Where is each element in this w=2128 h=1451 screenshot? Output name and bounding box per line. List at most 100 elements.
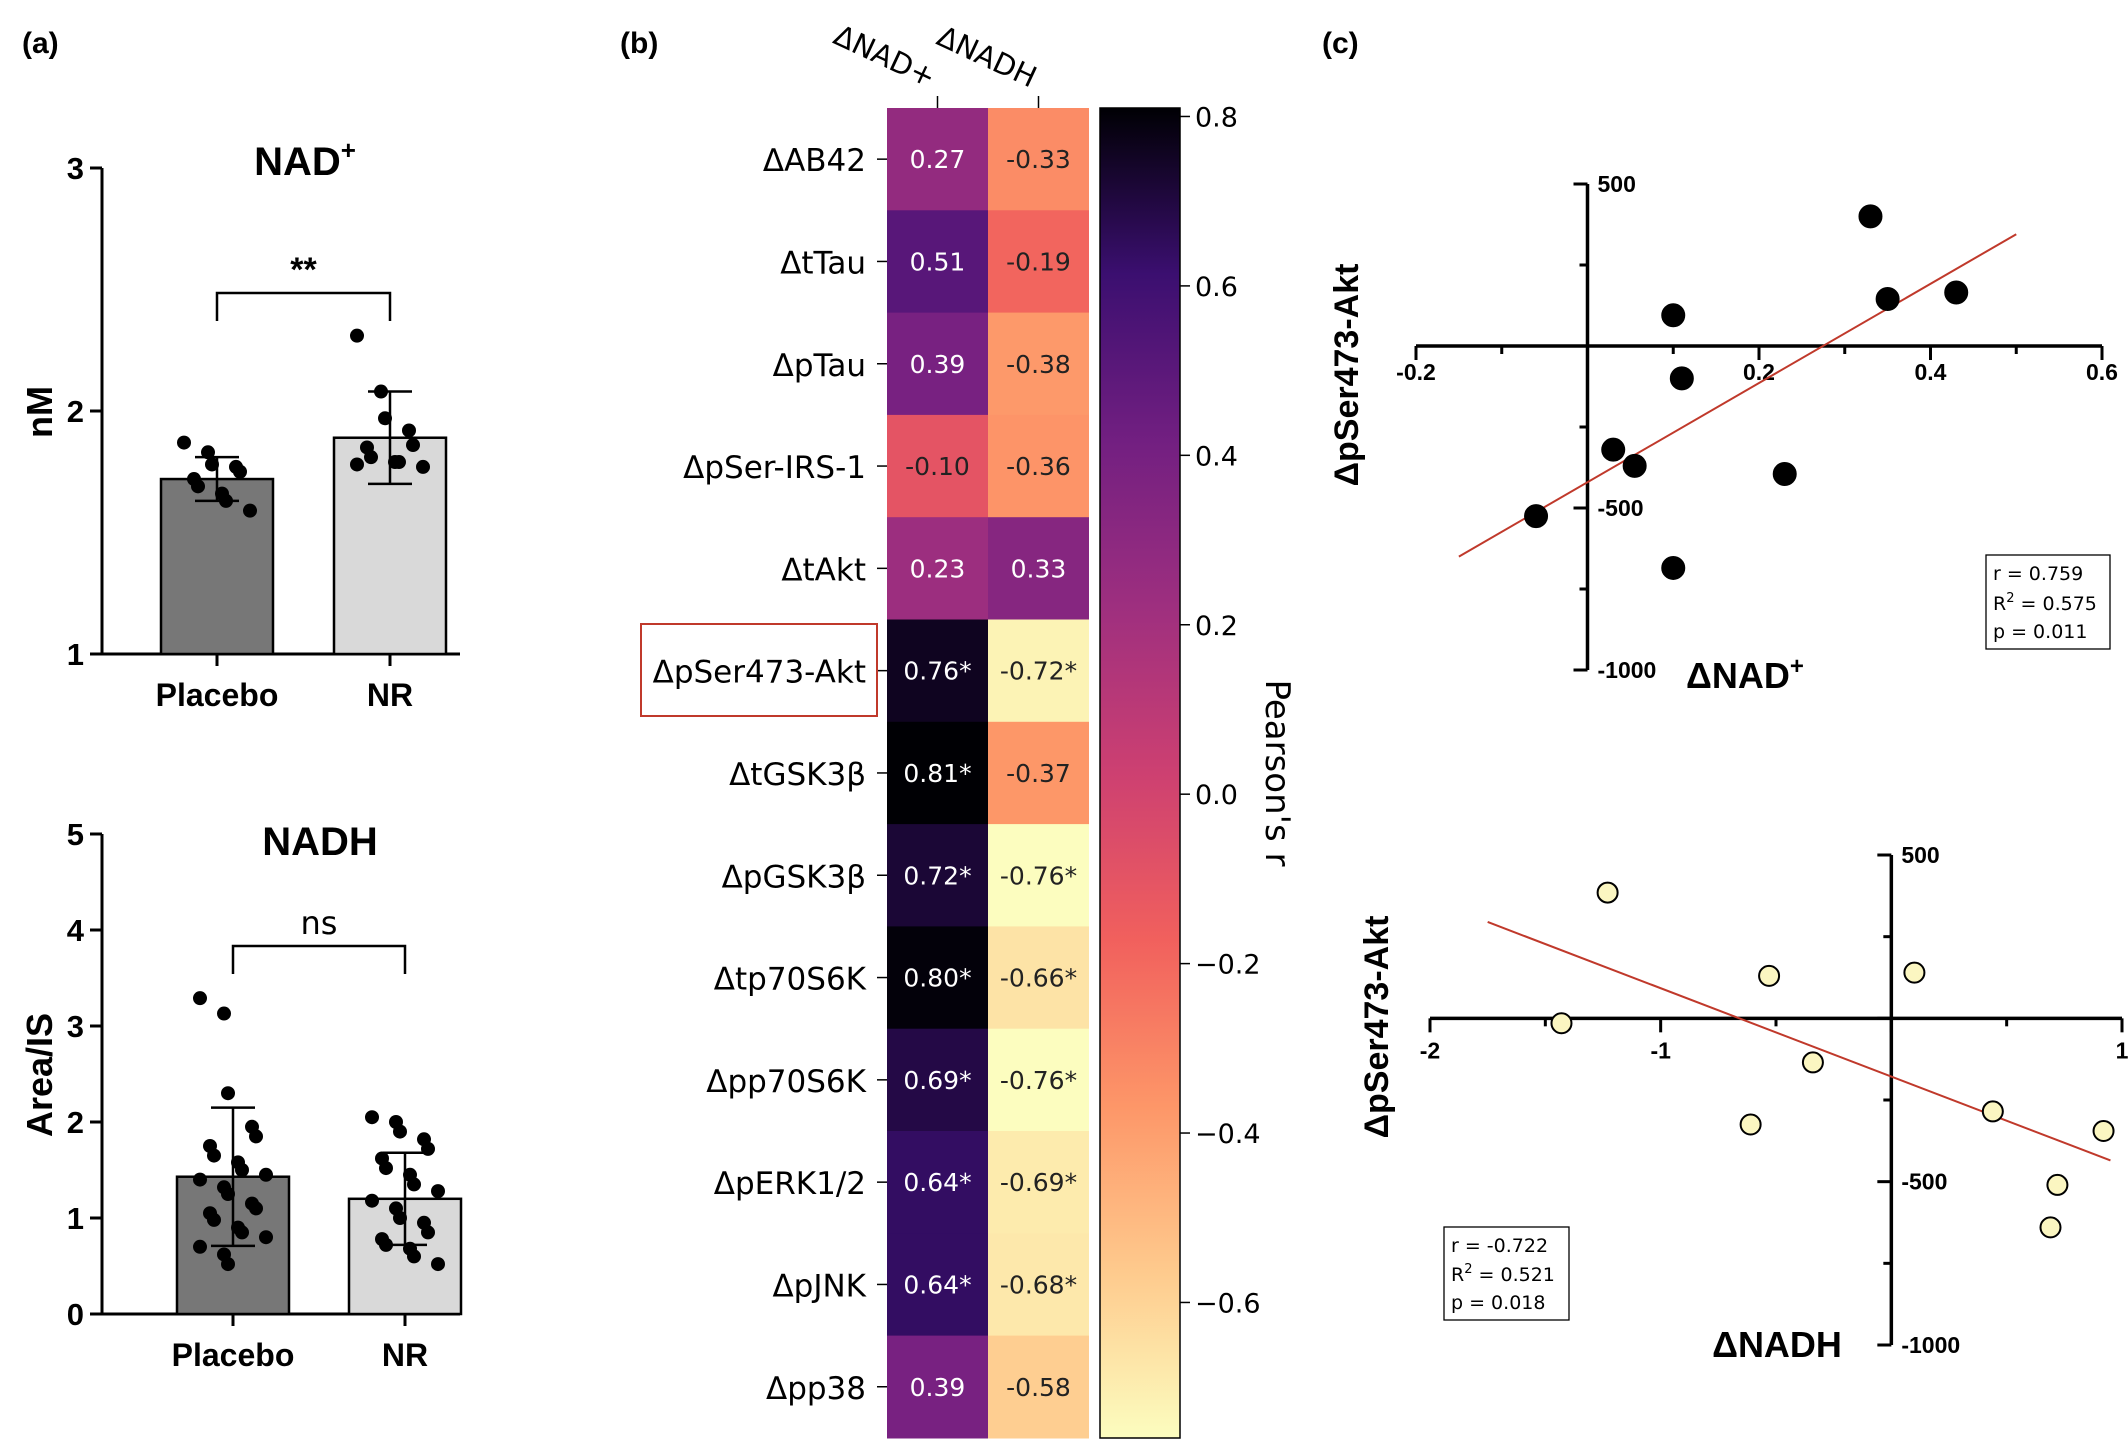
- x-tick-label: Placebo: [172, 1337, 295, 1373]
- nad-akt-stats-box: r = 0.759 R2 = 0.575 p = 0.011: [1985, 554, 2111, 650]
- heatmap-cell-label: 0.51: [910, 247, 966, 276]
- heatmap-cell-label: -0.38: [1006, 350, 1071, 379]
- heatmap-column-label: ΔNADH: [932, 19, 1042, 94]
- regression-line: [1487, 921, 2111, 1162]
- data-point: [365, 1110, 379, 1125]
- heatmap-cell: [887, 721, 988, 825]
- heatmap-cell-label: 0.39: [910, 350, 966, 379]
- y-tick-label: -500: [1598, 495, 1644, 521]
- heatmap-cell: [988, 1233, 1089, 1337]
- data-point: [1601, 437, 1626, 462]
- data-point: [243, 503, 257, 518]
- significance-bracket: [215, 291, 392, 321]
- y-tick-label: -1000: [1598, 657, 1657, 683]
- heatmap-row-label: ΔpSer-IRS-1: [683, 450, 866, 486]
- heatmap-row-label: ΔAB42: [763, 143, 866, 179]
- heatmap-row-label: ΔtGSK3β: [729, 757, 866, 793]
- data-point: [431, 1257, 445, 1272]
- heatmap-cell: [988, 210, 1089, 314]
- data-point: [402, 423, 416, 438]
- data-point: [1661, 555, 1686, 580]
- heatmap-cell-label: -0.19: [1006, 247, 1071, 276]
- nadh-bar-title: NADH: [262, 820, 378, 864]
- data-point: [393, 1124, 407, 1139]
- nad-akt-scatter: -0.2 0.2 0.4 0.6 500 -500 -1000 ΔNAD+ ΔpSer473…: [1328, 171, 2118, 696]
- data-point: [392, 455, 406, 470]
- heatmap-cell: [887, 1131, 988, 1234]
- heatmap-cell-label: 0.27: [910, 145, 966, 174]
- data-point: [1739, 1113, 1762, 1136]
- data-point: [2039, 1216, 2062, 1239]
- heatmap-cell: [887, 619, 988, 723]
- data-point: [2046, 1173, 2069, 1196]
- heatmap-cell-label: -0.69*: [1000, 1168, 1077, 1197]
- nadh-akt-ylabel: ΔpSer473-Akt: [1358, 916, 1396, 1139]
- heatmap-cell: [988, 824, 1089, 927]
- heatmap-cell-label: -0.37: [1006, 759, 1071, 788]
- data-point: [378, 411, 392, 426]
- heatmap-cell-label: -0.58: [1006, 1373, 1071, 1402]
- nadh-akt-stats-box: r = -0.722 R2 = 0.521 p = 0.018: [1443, 1226, 1570, 1321]
- nadh-akt-xlabel: ΔNADH: [1712, 1324, 1842, 1365]
- data-point: [1903, 961, 1926, 984]
- heatmap-cell: [988, 414, 1089, 518]
- heatmap-cell: [887, 1028, 988, 1132]
- heatmap-cell: [887, 1233, 988, 1337]
- data-point: [193, 1172, 207, 1187]
- data-point: [233, 464, 247, 479]
- heatmap-cell: [988, 517, 1089, 621]
- data-point: [259, 1167, 273, 1182]
- nadh-akt-axes: -2 -1 1 500 -500 -1000: [1420, 842, 2128, 1358]
- data-point: [379, 1237, 393, 1252]
- panel-label-c: (c): [1322, 27, 1359, 60]
- heatmap-row-label: ΔpJNK: [772, 1268, 866, 1304]
- data-point: [235, 1163, 249, 1177]
- heatmap-cell: [988, 926, 1089, 1030]
- x-tick-label: 0.2: [1743, 359, 1775, 385]
- heatmap-cell: [988, 1335, 1089, 1439]
- colorbar-tick-label: 0.8: [1195, 102, 1238, 133]
- heatmap-cell-label: -0.68*: [1000, 1270, 1077, 1299]
- x-tick-label: 1: [2116, 1037, 2128, 1063]
- data-point: [350, 328, 364, 343]
- data-point: [259, 1230, 273, 1245]
- data-point: [177, 435, 191, 450]
- data-point: [350, 457, 364, 472]
- x-tick-label: NR: [382, 1337, 428, 1373]
- data-point: [221, 1086, 235, 1101]
- nadh-akt-stat-r2: R2 = 0.521: [1451, 1262, 1555, 1286]
- y-tick-label: 1: [67, 637, 84, 672]
- significance-label: **: [290, 251, 317, 289]
- nadh-bar-ylabel: Area/IS: [19, 1013, 60, 1137]
- significance-label: ns: [301, 904, 338, 942]
- colorbar-label: Pearson's r: [1257, 680, 1297, 867]
- data-point: [407, 1249, 421, 1264]
- heatmap-cell: [887, 1335, 988, 1439]
- heatmap-cell-label: 0.81*: [903, 759, 971, 788]
- nadh-akt-stat-r: r = -0.722: [1451, 1235, 1548, 1257]
- data-point: [249, 1201, 263, 1216]
- heatmap-row-label: Δtp70S6K: [714, 962, 867, 998]
- data-point: [207, 1212, 221, 1227]
- heatmap-cell-label: -0.33: [1006, 145, 1071, 174]
- heatmap-cell-label: -0.76*: [1000, 1066, 1077, 1095]
- data-point: [193, 1239, 207, 1254]
- correlation-heatmap: 0.27 -0.33 0.51 -0.19 0.39 -0.38 -0.10 -0.36 0.2…: [640, 18, 1297, 1439]
- colorbar-tick-label: −0.2: [1195, 950, 1261, 981]
- nadh-akt-stat-p: p = 0.018: [1451, 1292, 1545, 1314]
- panel-label-a: (a): [22, 27, 59, 60]
- x-tick-label: -1: [1650, 1037, 1671, 1063]
- heatmap-cell-label: -0.36: [1006, 452, 1071, 481]
- heatmap-cell: [887, 517, 988, 621]
- x-tick-label: Placebo: [156, 677, 279, 713]
- colorbar-ticks: 0.8 0.6 0.4 0.2 0.0 −0.2 −0.4 −0.6: [1180, 102, 1261, 1319]
- data-point: [207, 1148, 221, 1163]
- data-point: [1622, 453, 1647, 478]
- nad-akt-points: [1458, 204, 2017, 580]
- y-tick-label: 2: [67, 1105, 84, 1140]
- y-tick-label: -1000: [1901, 1332, 1960, 1358]
- x-tick-label: 0.6: [2086, 359, 2118, 385]
- bar: [159, 477, 275, 656]
- heatmap-cell-label: 0.64*: [903, 1168, 971, 1197]
